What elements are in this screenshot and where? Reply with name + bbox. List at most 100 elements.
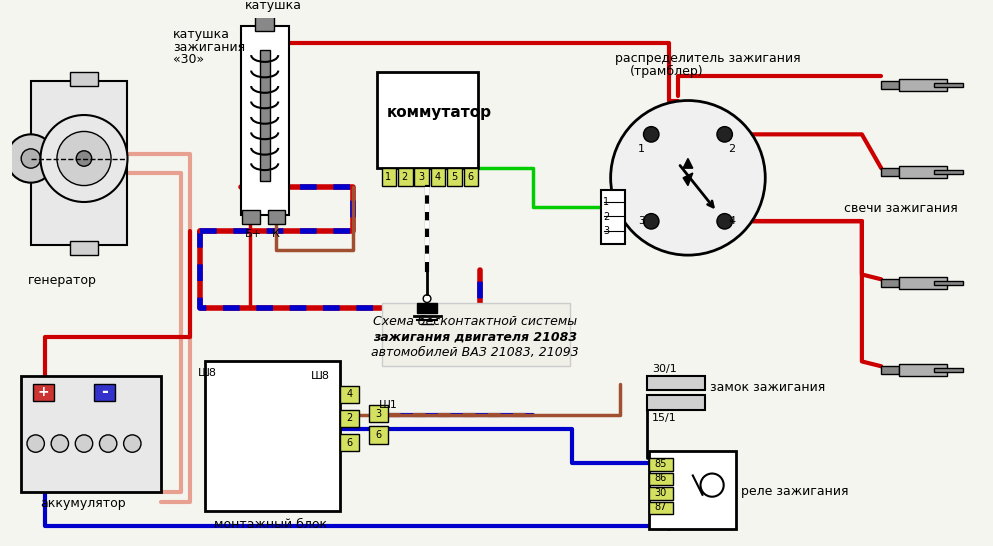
Text: Ш1: Ш1 bbox=[378, 400, 397, 410]
Bar bbox=[899, 277, 947, 289]
Text: 30/1: 30/1 bbox=[652, 364, 677, 375]
Bar bbox=[376, 72, 479, 168]
Text: 6: 6 bbox=[375, 430, 381, 440]
Bar bbox=[934, 170, 963, 174]
Bar bbox=[447, 168, 462, 186]
Circle shape bbox=[700, 473, 724, 497]
Circle shape bbox=[76, 151, 91, 166]
Bar bbox=[649, 458, 673, 471]
Text: 1: 1 bbox=[385, 172, 391, 182]
Bar bbox=[899, 79, 947, 91]
Bar bbox=[881, 81, 899, 89]
Text: 6: 6 bbox=[468, 172, 474, 182]
Text: реле зажигания: реле зажигания bbox=[741, 485, 849, 498]
Bar bbox=[205, 361, 340, 511]
Circle shape bbox=[643, 127, 659, 142]
Text: Ш8: Ш8 bbox=[311, 371, 330, 381]
Bar bbox=[369, 426, 388, 443]
Text: катушка: катушка bbox=[173, 28, 230, 41]
Bar bbox=[260, 50, 269, 181]
Text: (трамблер): (трамблер) bbox=[630, 65, 704, 78]
Text: 2: 2 bbox=[402, 172, 408, 182]
Text: 4: 4 bbox=[435, 172, 441, 182]
Circle shape bbox=[75, 435, 92, 452]
Bar bbox=[649, 502, 673, 514]
Text: генератор: генератор bbox=[28, 275, 97, 287]
Bar bbox=[240, 26, 289, 215]
Bar bbox=[649, 487, 673, 500]
Bar bbox=[647, 395, 705, 410]
Bar bbox=[934, 281, 963, 285]
Text: 3: 3 bbox=[418, 172, 424, 182]
Text: +: + bbox=[38, 385, 50, 399]
Circle shape bbox=[123, 435, 141, 452]
Bar bbox=[369, 405, 388, 422]
Text: аккумулятор: аккумулятор bbox=[41, 497, 126, 510]
Text: 6: 6 bbox=[347, 437, 353, 448]
Bar bbox=[340, 385, 359, 403]
Text: 87: 87 bbox=[654, 502, 667, 512]
Bar bbox=[881, 366, 899, 374]
Bar bbox=[242, 210, 260, 224]
Circle shape bbox=[717, 127, 733, 142]
Circle shape bbox=[643, 213, 659, 229]
Bar bbox=[267, 210, 285, 224]
Text: коммутатор: коммутатор bbox=[386, 105, 492, 120]
Text: зажигания двигателя 21083: зажигания двигателя 21083 bbox=[373, 330, 577, 343]
Text: 4: 4 bbox=[347, 389, 353, 399]
Text: зажигания: зажигания bbox=[173, 40, 245, 54]
Bar bbox=[899, 364, 947, 376]
Bar bbox=[381, 304, 570, 366]
Circle shape bbox=[57, 132, 111, 186]
Bar bbox=[70, 241, 98, 255]
Circle shape bbox=[52, 435, 69, 452]
Polygon shape bbox=[683, 158, 693, 168]
Bar bbox=[414, 168, 429, 186]
Circle shape bbox=[7, 134, 55, 183]
Circle shape bbox=[717, 213, 733, 229]
Text: 15/1: 15/1 bbox=[652, 413, 677, 423]
Bar bbox=[255, 16, 274, 31]
Text: 3: 3 bbox=[603, 226, 609, 236]
Text: 2: 2 bbox=[603, 212, 609, 222]
Text: автомобилей ВАЗ 21083, 21093: автомобилей ВАЗ 21083, 21093 bbox=[371, 346, 579, 359]
Bar bbox=[649, 452, 736, 529]
Bar bbox=[601, 191, 626, 244]
Text: катушка: катушка bbox=[245, 0, 303, 11]
Bar bbox=[70, 72, 98, 86]
Text: монтажный блок: монтажный блок bbox=[214, 518, 328, 531]
Text: К: К bbox=[271, 229, 279, 239]
Bar bbox=[899, 166, 947, 178]
Bar bbox=[33, 384, 54, 401]
Bar bbox=[417, 304, 437, 313]
Text: 85: 85 bbox=[654, 459, 667, 469]
Bar bbox=[934, 83, 963, 87]
Bar bbox=[340, 434, 359, 452]
Bar bbox=[431, 168, 446, 186]
Circle shape bbox=[41, 115, 127, 202]
Circle shape bbox=[99, 435, 117, 452]
Text: 3: 3 bbox=[638, 216, 644, 227]
Text: -: - bbox=[101, 383, 107, 401]
Text: свечи зажигания: свечи зажигания bbox=[844, 202, 958, 215]
Text: 86: 86 bbox=[654, 473, 667, 483]
Bar bbox=[93, 384, 115, 401]
Text: 4: 4 bbox=[729, 216, 736, 227]
Text: замок зажигания: замок зажигания bbox=[710, 381, 825, 394]
Text: 30: 30 bbox=[654, 488, 667, 498]
Circle shape bbox=[21, 149, 41, 168]
Text: 1: 1 bbox=[603, 197, 609, 207]
Bar bbox=[464, 168, 479, 186]
Text: «30»: «30» bbox=[173, 53, 204, 66]
Bar bbox=[647, 376, 705, 390]
Text: распределитель зажигания: распределитель зажигания bbox=[616, 52, 801, 65]
Circle shape bbox=[611, 100, 766, 255]
Text: Б+: Б+ bbox=[245, 229, 262, 239]
Text: 3: 3 bbox=[375, 408, 381, 419]
Bar bbox=[881, 280, 899, 287]
Circle shape bbox=[27, 435, 45, 452]
Bar bbox=[21, 376, 161, 492]
Text: 1: 1 bbox=[638, 144, 644, 154]
Bar bbox=[881, 168, 899, 176]
Bar bbox=[934, 368, 963, 372]
